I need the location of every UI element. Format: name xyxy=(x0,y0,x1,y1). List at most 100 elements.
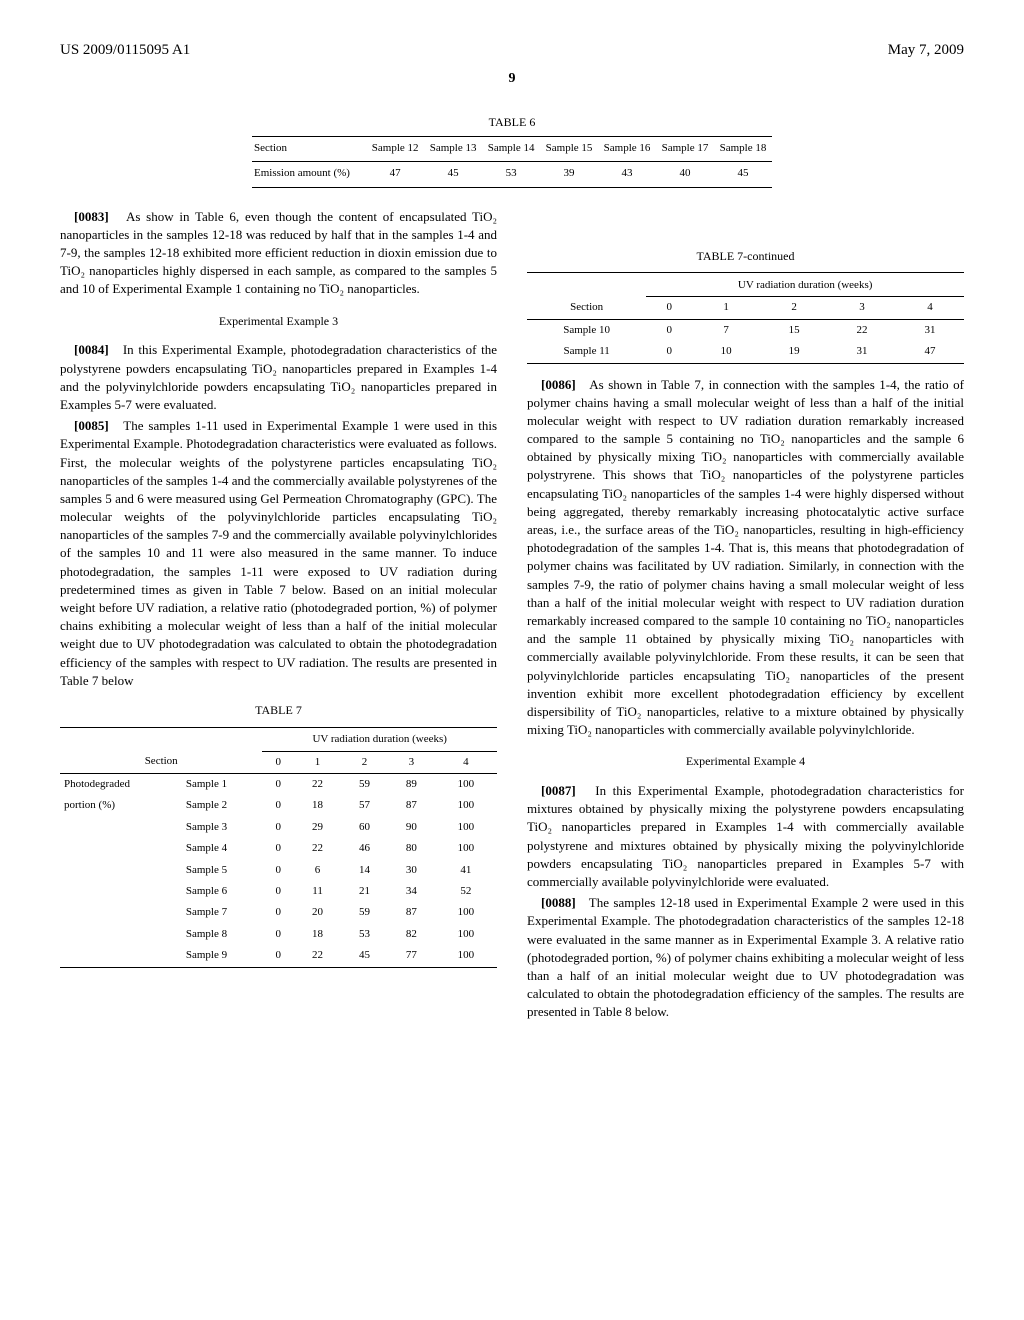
uv-header: UV radiation duration (weeks) xyxy=(262,729,497,751)
table-cell: 0 xyxy=(262,945,294,967)
table-header: Sample 15 xyxy=(540,137,598,161)
table-cell: 0 xyxy=(262,881,294,902)
table-cell: 30 xyxy=(388,860,435,881)
table-cell: 7 xyxy=(692,319,760,341)
table-cell: 0 xyxy=(262,817,294,838)
week-header: 4 xyxy=(435,751,497,773)
table-cell: 20 xyxy=(294,902,341,923)
table-cell: 0 xyxy=(262,774,294,796)
sample-name: Sample 7 xyxy=(182,902,263,923)
table-cell: 45 xyxy=(424,161,482,185)
table-6-title: TABLE 6 xyxy=(252,114,772,131)
table-cell: 29 xyxy=(294,817,341,838)
table-cell: 82 xyxy=(388,924,435,945)
group-label: Photodegraded xyxy=(60,774,182,796)
week-header: 0 xyxy=(262,751,294,773)
table-header: Sample 17 xyxy=(656,137,714,161)
table-cell: 15 xyxy=(760,319,828,341)
table-cell: 100 xyxy=(435,945,497,967)
week-header: 3 xyxy=(388,751,435,773)
experimental-example-4-title: Experimental Example 4 xyxy=(527,753,964,770)
table-cell: 47 xyxy=(366,161,424,185)
table-cell: 0 xyxy=(646,319,692,341)
week-header: 0 xyxy=(646,297,692,319)
table-cell: 53 xyxy=(482,161,540,185)
table-cell: 60 xyxy=(341,817,388,838)
table-7-continued: UV radiation duration (weeks) Section 0 … xyxy=(527,272,964,363)
table-cell: 22 xyxy=(828,319,896,341)
paragraph-0083: [0083] As show in Table 6, even though t… xyxy=(60,208,497,299)
table-cell: 21 xyxy=(341,881,388,902)
table-cell: 80 xyxy=(388,838,435,859)
table-cell: 10 xyxy=(692,341,760,363)
table-cell: 87 xyxy=(388,902,435,923)
table-cell: 22 xyxy=(294,945,341,967)
table-cell: 41 xyxy=(435,860,497,881)
table-cell: 11 xyxy=(294,881,341,902)
paragraph-0087: [0087] In this Experimental Example, pho… xyxy=(527,782,964,891)
para-number: [0088] xyxy=(541,895,576,910)
table-cell: 0 xyxy=(262,924,294,945)
table-cell: 100 xyxy=(435,774,497,796)
sample-name: Sample 2 xyxy=(182,795,263,816)
para-text: The samples 1-11 used in Experimental Ex… xyxy=(60,418,497,688)
table-cell: 0 xyxy=(262,838,294,859)
paragraph-0088: [0088] The samples 12-18 used in Experim… xyxy=(527,894,964,1021)
table-cell: 59 xyxy=(341,774,388,796)
para-number: [0087] xyxy=(541,783,576,798)
table-cell: 31 xyxy=(828,341,896,363)
week-header: 3 xyxy=(828,297,896,319)
table-cell: 0 xyxy=(262,795,294,816)
table-cell: 0 xyxy=(646,341,692,363)
table-cell: 100 xyxy=(435,838,497,859)
table-cell: 77 xyxy=(388,945,435,967)
table-cell: 18 xyxy=(294,924,341,945)
sample-name: Sample 6 xyxy=(182,881,263,902)
table-cell: 100 xyxy=(435,924,497,945)
table-cell: 52 xyxy=(435,881,497,902)
sample-name: Sample 8 xyxy=(182,924,263,945)
week-header: 1 xyxy=(692,297,760,319)
sample-name: Sample 4 xyxy=(182,838,263,859)
table-header: Sample 13 xyxy=(424,137,482,161)
table-cell: 31 xyxy=(896,319,964,341)
para-text: As shown in Table 7, in connection with … xyxy=(527,377,964,738)
table-cell: 100 xyxy=(435,902,497,923)
week-header: 4 xyxy=(896,297,964,319)
table-cell: 14 xyxy=(341,860,388,881)
table-cell: 39 xyxy=(540,161,598,185)
sample-name: Sample 11 xyxy=(527,341,646,363)
table-cell: 46 xyxy=(341,838,388,859)
paragraph-0086: [0086] As shown in Table 7, in connectio… xyxy=(527,376,964,740)
sample-name: Sample 3 xyxy=(182,817,263,838)
week-header: 1 xyxy=(294,751,341,773)
section-label: Section xyxy=(527,297,646,319)
sample-name: Sample 5 xyxy=(182,860,263,881)
experimental-example-3-title: Experimental Example 3 xyxy=(60,313,497,330)
table-cell: 18 xyxy=(294,795,341,816)
table-7-title: TABLE 7 xyxy=(60,702,497,719)
publication-id: US 2009/0115095 A1 xyxy=(60,40,190,61)
uv-header: UV radiation duration (weeks) xyxy=(646,275,964,297)
para-number: [0085] xyxy=(74,418,109,433)
para-text: In this Experimental Example, photodegra… xyxy=(60,342,497,412)
table-cell: 34 xyxy=(388,881,435,902)
table-cell: 6 xyxy=(294,860,341,881)
para-number: [0086] xyxy=(541,377,576,392)
table-cell: 22 xyxy=(294,838,341,859)
table-cell: 47 xyxy=(896,341,964,363)
paragraph-0084: [0084] In this Experimental Example, pho… xyxy=(60,341,497,414)
table-header: Sample 16 xyxy=(598,137,656,161)
para-number: [0084] xyxy=(74,342,109,357)
table-cell: 57 xyxy=(341,795,388,816)
table-row-label: Emission amount (%) xyxy=(252,161,366,185)
table-cell: 40 xyxy=(656,161,714,185)
table-cell: 19 xyxy=(760,341,828,363)
sample-name: Sample 10 xyxy=(527,319,646,341)
table-cell: 45 xyxy=(714,161,772,185)
page-number: 9 xyxy=(60,69,964,89)
para-number: [0083] xyxy=(74,209,109,224)
para-text: The samples 12-18 used in Experimental E… xyxy=(527,895,964,1019)
table-header: Section xyxy=(252,137,366,161)
table-header: Sample 14 xyxy=(482,137,540,161)
